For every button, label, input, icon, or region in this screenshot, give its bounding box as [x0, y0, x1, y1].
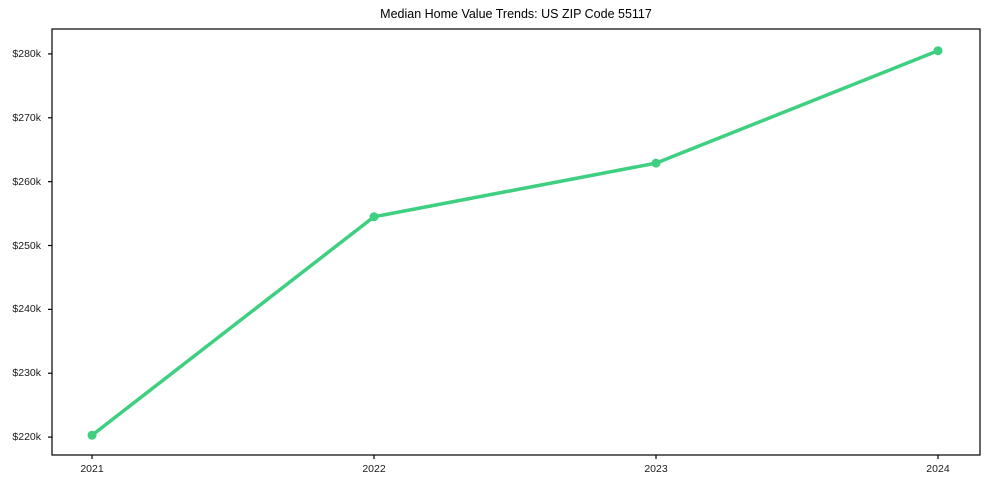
data-point-marker: [87, 430, 97, 440]
y-tick-label: $250k: [12, 239, 41, 252]
data-point-marker: [933, 46, 943, 56]
y-tick-label: $220k: [12, 431, 41, 444]
x-tick-label: 2021: [80, 463, 104, 475]
y-tick-label: $280k: [12, 47, 41, 60]
y-tick-label: $230k: [12, 367, 41, 380]
y-tick-label: $240k: [12, 303, 41, 316]
data-point-marker: [369, 212, 379, 222]
y-tick-label: $270k: [12, 111, 41, 124]
series-line: [90, 48, 940, 437]
x-tick-label: 2024: [926, 463, 950, 475]
plot-border: [51, 28, 981, 456]
chart-title: Median Home Value Trends: US ZIP Code 55…: [380, 7, 652, 21]
data-point-marker: [651, 158, 661, 168]
x-tick-label: 2022: [362, 463, 386, 475]
x-tick-label: 2023: [644, 463, 668, 475]
y-tick-label: $260k: [12, 175, 41, 188]
